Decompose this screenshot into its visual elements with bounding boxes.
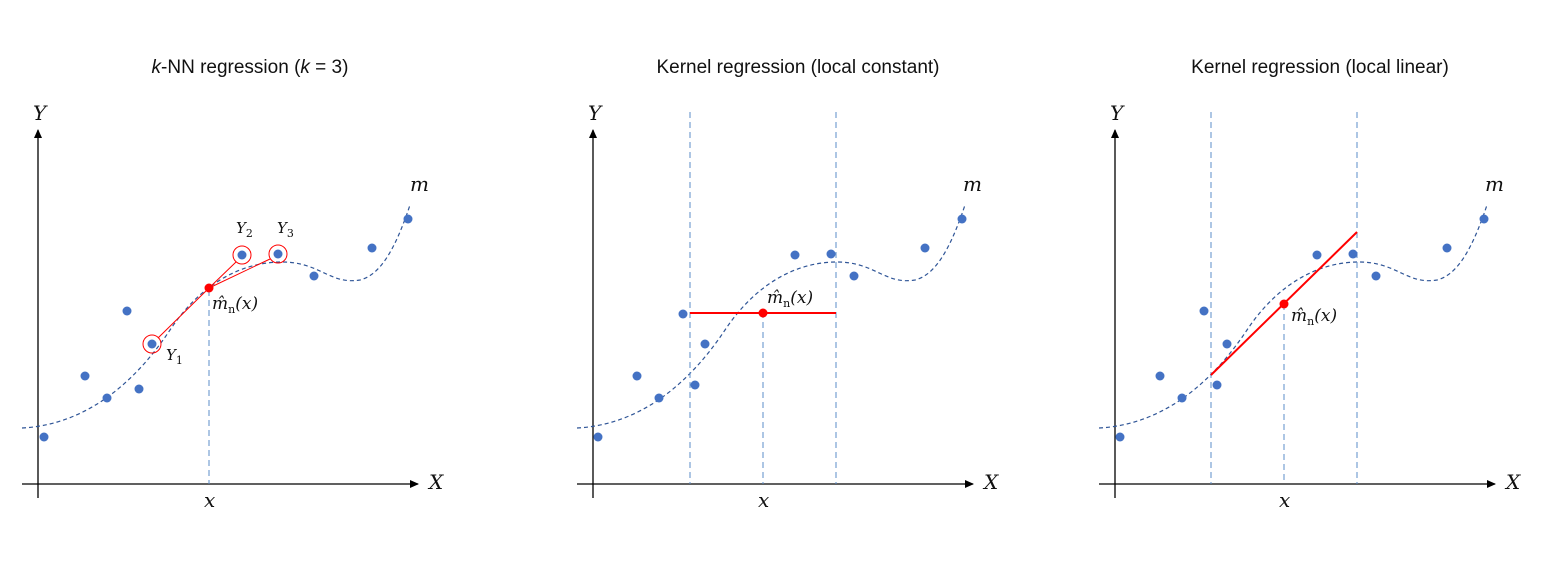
- data-point: [309, 271, 319, 281]
- data-point: [1199, 306, 1209, 316]
- data-point: [273, 249, 283, 259]
- data-point: [957, 214, 967, 224]
- panel-kernel-linear: Kernel regression (local linear) Y X m x…: [1098, 57, 1521, 512]
- neighbor-ring: [142, 334, 162, 354]
- x-point-label: x: [1279, 488, 1290, 512]
- data-point: [690, 380, 700, 390]
- data-point: [39, 432, 49, 442]
- data-points: [593, 214, 967, 442]
- neighbor-label: Y2: [236, 219, 253, 240]
- neighbor-ring: [232, 245, 252, 265]
- neighbor-ring: [268, 244, 288, 264]
- estimate-point: [758, 308, 768, 318]
- y-axis-label: Y: [588, 101, 603, 125]
- data-point: [122, 306, 132, 316]
- data-point: [1155, 371, 1165, 381]
- panel-knn-title: k-NN regression (k = 3): [152, 57, 349, 78]
- data-point: [632, 371, 642, 381]
- estimate-point: [1279, 299, 1289, 309]
- estimate-point: [204, 283, 214, 293]
- data-point: [849, 271, 859, 281]
- data-points: [1115, 214, 1489, 442]
- data-point: [1222, 339, 1232, 349]
- data-point: [790, 250, 800, 260]
- estimate-label: m̂n(x): [212, 294, 258, 316]
- data-point: [1115, 432, 1125, 442]
- panel-kernel-linear-title: Kernel regression (local linear): [1191, 57, 1449, 78]
- curve-label: m: [1485, 172, 1504, 196]
- x-axis-label: X: [1504, 470, 1521, 494]
- x-axis-label: X: [982, 470, 999, 494]
- true-curve: [576, 204, 966, 429]
- data-points: [39, 214, 413, 442]
- data-point: [593, 432, 603, 442]
- panel-kernel-constant: Kernel regression (local constant) Y X m…: [576, 57, 999, 512]
- data-point: [1442, 243, 1452, 253]
- x-point-label: x: [758, 488, 769, 512]
- y-axis-label: Y: [33, 101, 48, 125]
- neighbor-label: Y1: [166, 346, 183, 367]
- curve-label: m: [963, 172, 982, 196]
- data-point: [1348, 249, 1358, 259]
- estimate-label: m̂n(x): [767, 288, 813, 310]
- x-axis-label: X: [427, 470, 444, 494]
- panel-kernel-constant-title: Kernel regression (local constant): [656, 57, 939, 78]
- data-point: [920, 243, 930, 253]
- neighbor-link: [157, 287, 210, 339]
- estimate-label: m̂n(x): [1291, 306, 1337, 328]
- data-point: [1371, 271, 1381, 281]
- data-point: [80, 371, 90, 381]
- data-point: [147, 339, 157, 349]
- data-point: [1177, 393, 1187, 403]
- data-point: [1312, 250, 1322, 260]
- data-point: [654, 393, 664, 403]
- data-point: [237, 250, 247, 260]
- true-curve: [1098, 204, 1488, 429]
- data-point: [403, 214, 413, 224]
- data-point: [700, 339, 710, 349]
- data-point: [678, 309, 688, 319]
- panel-knn: k-NN regression (k = 3) Y X m x: [21, 57, 444, 512]
- data-point: [102, 393, 112, 403]
- true-curve: [21, 204, 411, 429]
- x-point-label: x: [204, 488, 215, 512]
- data-point: [134, 384, 144, 394]
- neighbor-link: [208, 258, 271, 289]
- data-point: [1479, 214, 1489, 224]
- data-point: [826, 249, 836, 259]
- curve-label: m: [410, 172, 429, 196]
- data-point: [1212, 380, 1222, 390]
- neighbor-link: [208, 261, 237, 289]
- neighbor-label: Y3: [277, 219, 294, 240]
- y-axis-label: Y: [1110, 101, 1125, 125]
- data-point: [367, 243, 377, 253]
